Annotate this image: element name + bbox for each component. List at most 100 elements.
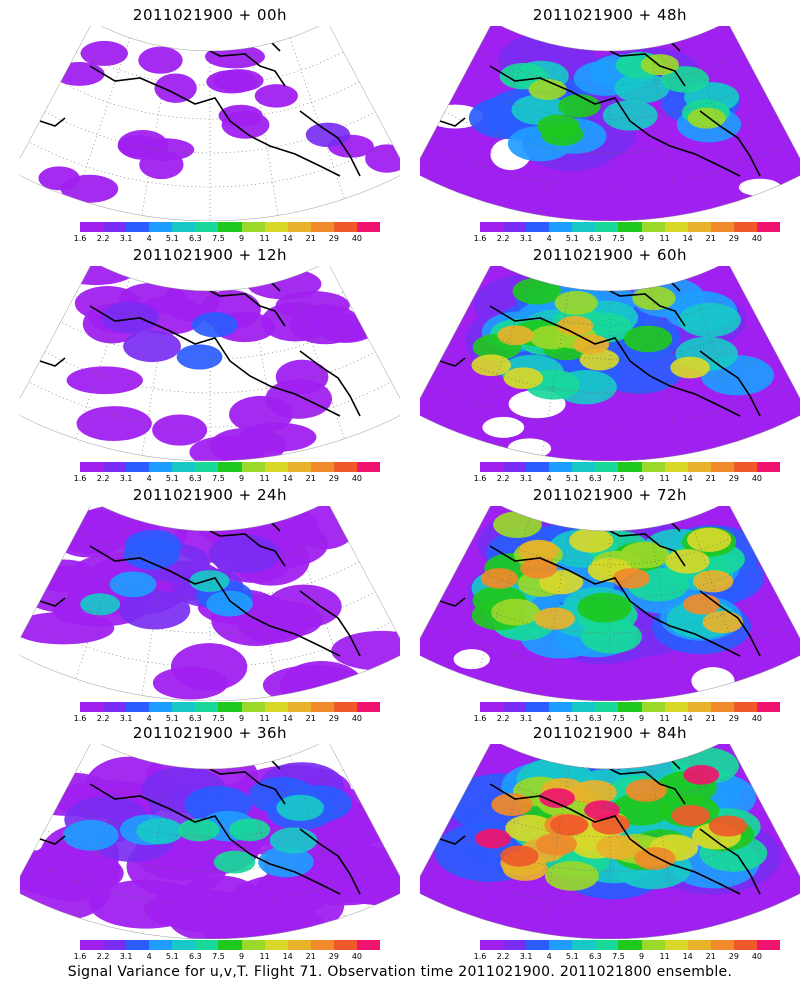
colorbar-swatch <box>356 462 381 472</box>
colorbar-tick-label: 21 <box>305 952 316 961</box>
colorbar-swatch <box>618 940 642 950</box>
colorbar-tick-label: 1.6 <box>473 474 487 483</box>
low-variance-area <box>691 667 735 695</box>
variance-area <box>213 850 256 874</box>
colorbar-swatch <box>664 702 688 712</box>
variance-area <box>577 592 632 623</box>
colorbar-tick-label: 5.1 <box>565 474 579 483</box>
panel-title: 2011021900 + 00h <box>132 6 288 24</box>
variance-area <box>573 334 610 355</box>
colorbar-swatch <box>264 940 288 950</box>
variance-area <box>584 800 620 820</box>
colorbar-swatch <box>241 940 265 950</box>
variance-area <box>535 832 578 856</box>
colorbar-swatch <box>310 222 334 232</box>
colorbar-tick-label: 29 <box>328 952 339 961</box>
colorbar-tick-label: 4 <box>546 952 552 961</box>
variance-area <box>138 46 183 74</box>
variance-area <box>665 549 710 574</box>
colorbar-swatch <box>287 222 311 232</box>
colorbar-tick-label: 6.3 <box>589 474 602 483</box>
colorbar-swatch <box>241 222 265 232</box>
projection-map <box>420 266 800 461</box>
colorbar-tick-label: 2.2 <box>496 714 510 723</box>
colorbar-swatch <box>264 462 288 472</box>
variance-area <box>80 593 121 616</box>
colorbar-swatch <box>618 702 642 712</box>
colorbar-swatch <box>595 702 619 712</box>
colorbar-swatch <box>641 940 665 950</box>
colorbar-swatch <box>572 940 596 950</box>
colorbar-tick-label: 7.5 <box>212 234 225 243</box>
colorbar-swatch <box>733 462 757 472</box>
colorbar-tick-label: 9 <box>638 474 645 483</box>
colorbar-tick-label: 11 <box>659 952 670 961</box>
colorbar-tick-label: 14 <box>682 714 693 723</box>
colorbar-tick-label: 5.1 <box>565 714 579 723</box>
variance-area <box>687 527 732 552</box>
variance-area <box>290 863 398 906</box>
colorbar-swatch <box>756 940 781 950</box>
colorbar-swatch <box>503 940 527 950</box>
colorbar-swatch <box>172 940 196 950</box>
colorbar-tick-label: 1.6 <box>73 952 87 961</box>
map-panel: 2011021900 + 36h 1.6 2.2 3.1 4 5.1 6.3 7.5 9 11 14… <box>20 718 400 963</box>
coastline <box>39 748 361 895</box>
colorbar-swatch <box>310 702 334 712</box>
colorbar-tick-label: 11 <box>259 234 270 243</box>
latitude-line <box>20 266 400 394</box>
colorbar-swatch <box>664 222 688 232</box>
colorbar-swatch <box>503 462 527 472</box>
colorbar-tick-label: 21 <box>705 234 716 243</box>
colorbar-swatch <box>641 462 665 472</box>
panel-title: 2011021900 + 12h <box>132 246 288 264</box>
variance-area <box>678 302 741 338</box>
colorbar-tick-label: 7.5 <box>612 952 625 961</box>
longitude-line <box>75 277 131 440</box>
colorbar-tick-label: 21 <box>705 474 716 483</box>
variance-area <box>544 861 599 891</box>
colorbar-tick-label: 40 <box>351 952 363 961</box>
colorbar-tick-label: 21 <box>705 952 716 961</box>
colorbar-tick-label: 7.5 <box>612 714 625 723</box>
low-variance-area <box>507 438 552 459</box>
colorbar-tick-label: 4 <box>546 714 552 723</box>
colorbar-swatch <box>618 462 642 472</box>
variance-area <box>261 302 331 342</box>
colorbar-tick-label: 6.3 <box>589 234 602 243</box>
colorbar-tick-label: 6.3 <box>189 714 202 723</box>
colorbar-tick-label: 40 <box>351 714 363 723</box>
colorbar-swatch <box>103 702 127 712</box>
coastline <box>439 748 761 895</box>
colorbar-tick-label: 6.3 <box>589 952 602 961</box>
variance-area <box>708 815 748 837</box>
projection-map <box>420 506 800 701</box>
variance-area <box>178 818 220 842</box>
colorbar-swatch <box>526 222 550 232</box>
variance-area <box>471 354 511 377</box>
colorbar-tick-label: 2.2 <box>96 474 110 483</box>
colorbar-swatch <box>149 702 173 712</box>
colorbar <box>480 702 781 712</box>
figure-caption: Signal Variance for u,v,T. Flight 71. Ob… <box>67 964 733 980</box>
colorbar-swatch <box>241 462 265 472</box>
colorbar-tick-label: 29 <box>328 474 339 483</box>
colorbar-tick-label: 3.1 <box>119 234 133 243</box>
colorbar-tick-label: 2.2 <box>496 474 510 483</box>
variance-area <box>269 827 318 854</box>
colorbar-tick-label: 5.1 <box>165 952 179 961</box>
colorbar-ticks: 1.6 2.2 3.1 4 5.1 6.3 7.5 9 11 14 21 29 40 <box>474 714 780 724</box>
colorbar-tick-label: 3.1 <box>519 474 533 483</box>
variance-area <box>611 792 672 826</box>
colorbar-swatch <box>549 462 573 472</box>
colorbar-tick-label: 4 <box>146 234 152 243</box>
panel-title: 2011021900 + 48h <box>532 6 688 24</box>
colorbar-tick-label: 6.3 <box>189 952 202 961</box>
variance-area <box>554 290 598 315</box>
colorbar-tick-label: 5.1 <box>165 714 179 723</box>
colorbar-swatch <box>641 702 665 712</box>
colorbar-tick-label: 4 <box>146 714 152 723</box>
colorbar-tick-label: 1.6 <box>473 714 487 723</box>
map-panel: 2011021900 + 24h 1.6 2.2 3.1 4 5.1 6.3 7.5 9 11 14… <box>20 480 400 725</box>
colorbar-swatch <box>80 462 104 472</box>
